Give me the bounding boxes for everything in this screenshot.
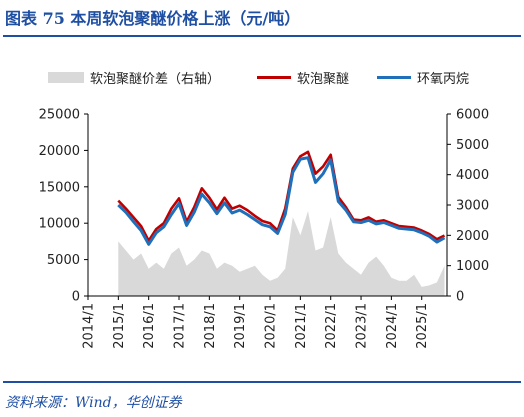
x-tick-label: 2019/1 <box>233 303 248 349</box>
y-tick-label-right: 1000 <box>456 259 489 274</box>
y-tick-label-left: 15000 <box>39 180 80 195</box>
legend-item-polyether: 软泡聚醚 <box>257 68 349 87</box>
x-tick-label: 2017/1 <box>173 303 188 349</box>
y-tick-label-right: 0 <box>456 290 464 305</box>
y-tick-label-right: 6000 <box>456 108 489 123</box>
y-tick-label-left: 10000 <box>39 217 80 232</box>
legend-swatch-spread <box>48 72 84 83</box>
title-divider <box>3 35 521 37</box>
x-tick-label: 2016/1 <box>142 303 157 349</box>
line-chart: 0 5000 10000 15000 20000 25000 0 1000 2000 3000 40… <box>39 108 489 349</box>
y-tick-label-left: 0 <box>72 290 80 305</box>
y-tick-label-right: 4000 <box>456 168 489 183</box>
x-tick-label: 2014/1 <box>82 303 97 349</box>
y-tick-label-left: 20000 <box>39 144 80 159</box>
legend-item-propylene-oxide: 环氧丙烷 <box>377 68 469 87</box>
figure-title: 图表 75 本周软泡聚醚价格上涨（元/吨） <box>5 9 301 28</box>
legend-label-polyether: 软泡聚醚 <box>297 72 350 87</box>
legend-label-spread: 软泡聚醚价差（右轴） <box>90 72 221 87</box>
x-tick-label: 2023/1 <box>355 303 370 349</box>
y-tick-label-right: 3000 <box>456 199 489 214</box>
legend-swatch-propylene-oxide <box>377 76 411 79</box>
y-tick-label-left: 25000 <box>39 108 80 123</box>
x-tick-label: 2024/1 <box>385 303 400 349</box>
x-tick-label: 2015/1 <box>112 303 127 349</box>
x-tick-label: 2020/1 <box>264 303 279 349</box>
series-line-polyether <box>117 150 446 242</box>
x-tick-label: 2022/1 <box>324 303 339 349</box>
source-note: 资料来源：Wind，华创证券 <box>5 395 182 411</box>
x-tick-label: 2018/1 <box>203 303 218 349</box>
legend-swatch-polyether <box>257 76 291 79</box>
y-tick-label-left: 5000 <box>47 253 80 268</box>
x-tick-label: 2021/1 <box>294 303 309 349</box>
x-tick-label: 2025/1 <box>415 303 430 349</box>
chart-legend: 软泡聚醚价差（右轴） 软泡聚醚 环氧丙烷 <box>0 68 524 88</box>
series-line-propylene-oxide <box>117 156 446 246</box>
series-area-spread <box>118 211 445 296</box>
y-tick-label-right: 2000 <box>456 229 489 244</box>
footer-divider <box>3 381 521 383</box>
legend-label-propylene-oxide: 环氧丙烷 <box>417 72 470 87</box>
y-tick-label-right: 5000 <box>456 138 489 153</box>
legend-item-spread: 软泡聚醚价差（右轴） <box>48 68 220 87</box>
